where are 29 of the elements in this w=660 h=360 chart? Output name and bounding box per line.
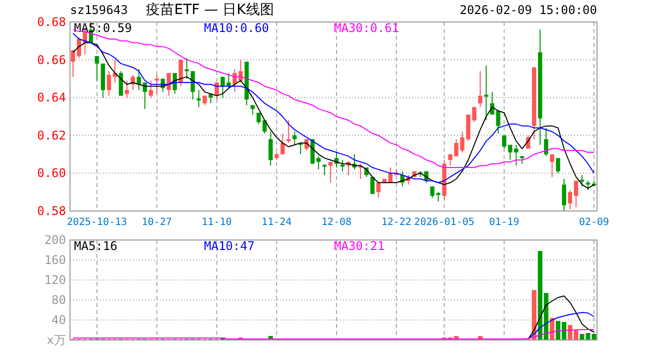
chart-subtitle: sz159643 bbox=[70, 3, 128, 17]
x-tick-label: 02-09 bbox=[578, 217, 610, 228]
x-tick-label: 11-24 bbox=[262, 217, 292, 228]
y-tick-label: 200 bbox=[44, 233, 66, 247]
x-tick-label: 2026-01-05 bbox=[414, 217, 474, 228]
x-tick-label: 12-08 bbox=[321, 217, 352, 228]
y-tick-label: 160 bbox=[44, 253, 66, 267]
text: MA30:21 bbox=[334, 239, 385, 253]
text: MA5:16 bbox=[74, 239, 118, 253]
y-tick-label: 0.64 bbox=[37, 90, 66, 105]
y-tick-label: 0.62 bbox=[37, 128, 66, 142]
y-tick-label: x万 bbox=[46, 333, 66, 347]
y-tick-label: 0.66 bbox=[37, 52, 66, 67]
text: 2026-02-09 15:00:00 bbox=[460, 3, 597, 17]
text: MA10:47 bbox=[204, 239, 255, 253]
x-tick-label: 2025-10-13 bbox=[66, 217, 128, 228]
x-tick-label: 10-27 bbox=[142, 217, 172, 228]
x-tick-label: 11-10 bbox=[202, 217, 232, 228]
y-tick-label: 40 bbox=[52, 313, 66, 327]
y-tick-label: 0.60 bbox=[37, 166, 66, 180]
y-tick-label: 0.58 bbox=[37, 204, 66, 218]
y-tick-label: 0.68 bbox=[37, 15, 66, 29]
text: MA30:0.61 bbox=[334, 21, 400, 35]
x-tick-label: 12-22 bbox=[381, 217, 412, 228]
y-tick-label: 80 bbox=[52, 293, 66, 307]
text: MA10:0.60 bbox=[204, 21, 270, 35]
x-tick-label: 01-19 bbox=[489, 217, 520, 228]
chart-title: 疫苗ETF — 日K线图 bbox=[146, 2, 274, 18]
y-tick-label: 120 bbox=[44, 273, 66, 287]
